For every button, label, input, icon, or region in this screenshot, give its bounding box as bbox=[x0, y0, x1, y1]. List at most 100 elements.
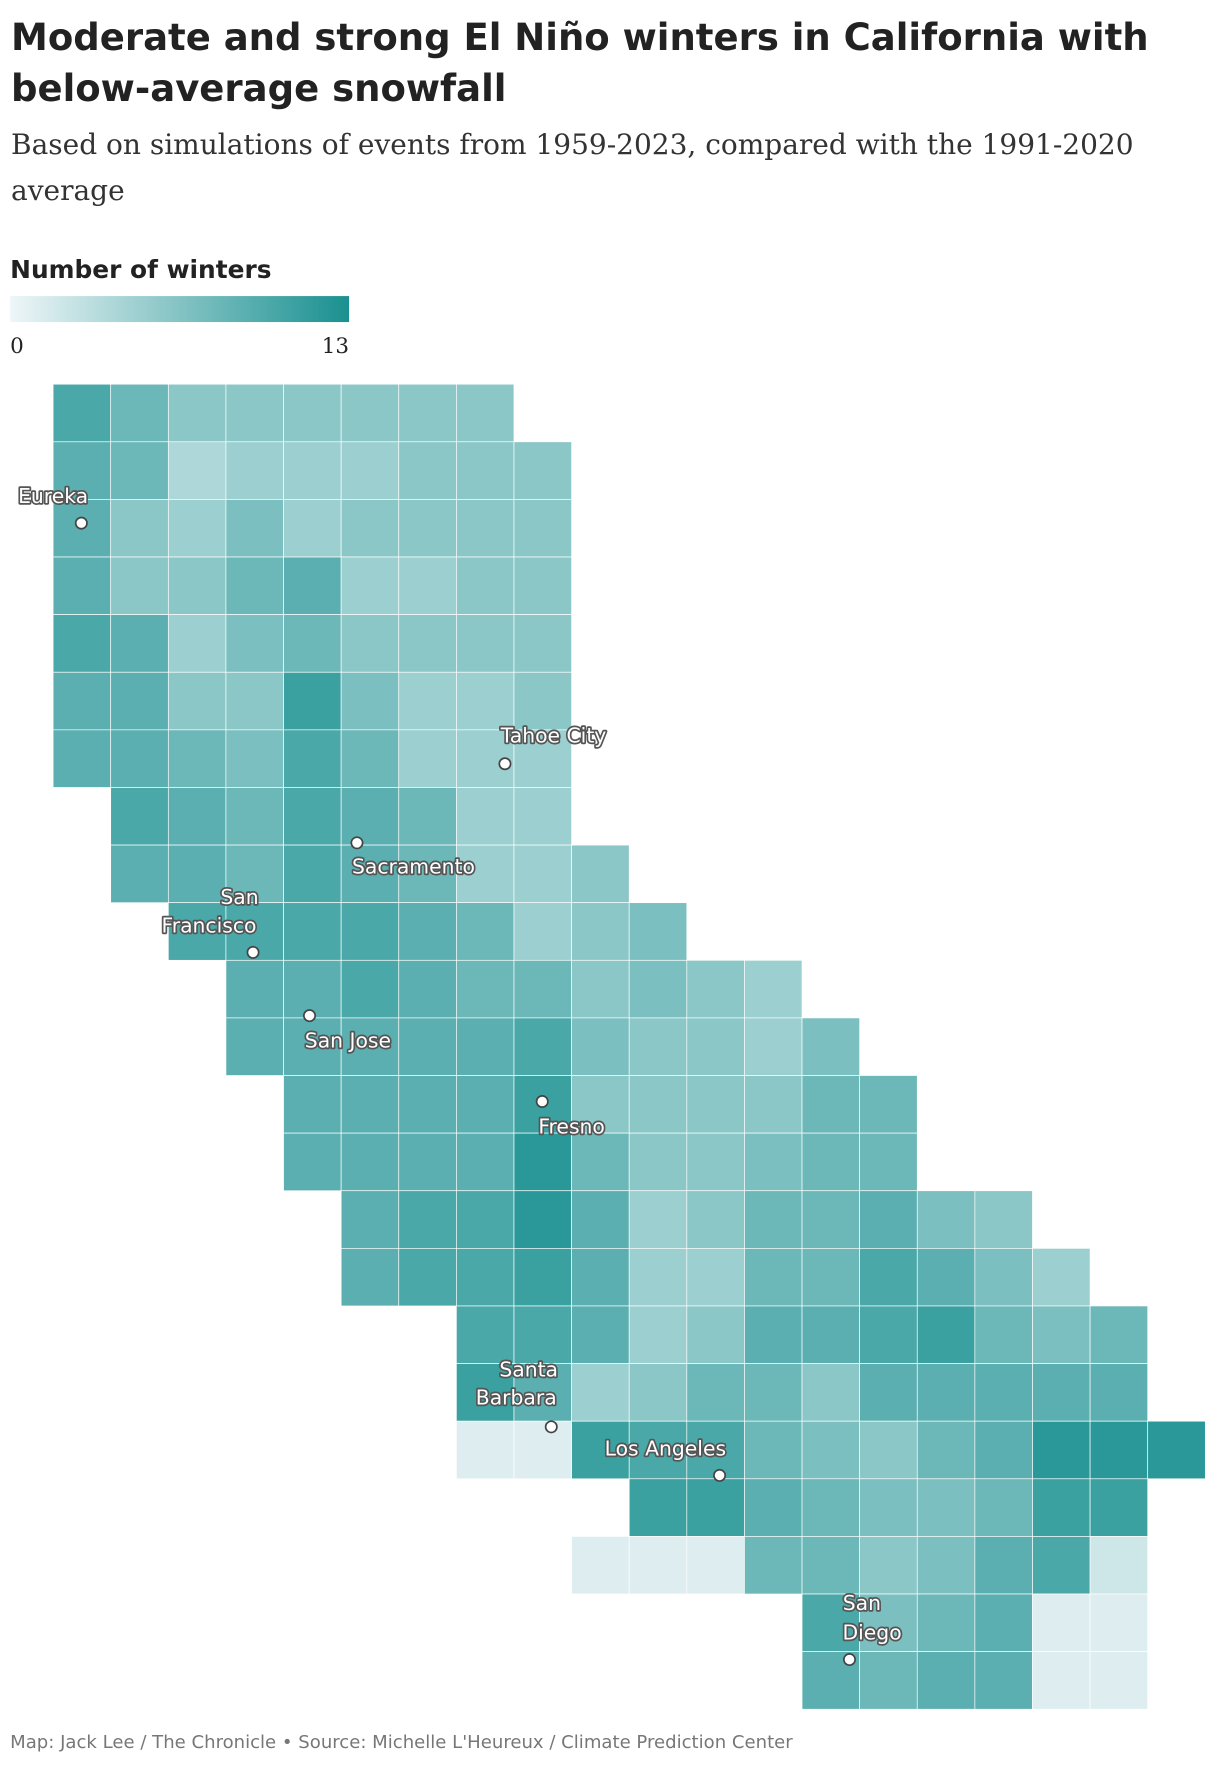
legend-title: Number of winters bbox=[10, 255, 271, 284]
grid-cell bbox=[1089, 1305, 1149, 1364]
grid-cell bbox=[340, 902, 400, 961]
grid-cell bbox=[110, 787, 169, 846]
grid-cell bbox=[571, 1248, 630, 1307]
grid-cell bbox=[456, 1248, 515, 1307]
grid-cell bbox=[167, 902, 227, 961]
city-label: Barbara bbox=[476, 1386, 557, 1410]
grid-cell bbox=[398, 729, 457, 788]
grid-cell bbox=[513, 787, 572, 846]
grid-cell bbox=[916, 1305, 976, 1364]
grid-cell bbox=[398, 1017, 457, 1076]
grid-cell bbox=[628, 1017, 688, 1076]
grid-cell bbox=[167, 383, 227, 443]
grid-cell bbox=[513, 1132, 572, 1192]
grid-cell bbox=[398, 1132, 457, 1192]
grid-cell bbox=[916, 1363, 976, 1422]
grid-cell bbox=[398, 959, 457, 1019]
city-dot bbox=[350, 836, 364, 850]
grid-cell bbox=[686, 1132, 745, 1192]
grid-cell bbox=[398, 556, 457, 615]
grid-cell bbox=[167, 671, 227, 731]
grid-cell bbox=[628, 1305, 688, 1364]
grid-cell bbox=[571, 1305, 630, 1364]
grid-cell bbox=[52, 729, 112, 788]
grid-cell bbox=[974, 1536, 1033, 1595]
grid-cell bbox=[283, 1132, 342, 1192]
grid-cell bbox=[110, 499, 169, 558]
grid-cell bbox=[571, 1190, 630, 1249]
grid-cell bbox=[628, 1536, 688, 1595]
grid-cell bbox=[340, 1190, 400, 1249]
grid-cell bbox=[456, 1132, 515, 1192]
grid-cell bbox=[1089, 1478, 1149, 1537]
city-label: Sacramento bbox=[352, 855, 475, 879]
city-dot bbox=[842, 1653, 856, 1667]
city-dot bbox=[74, 516, 88, 530]
grid-cell bbox=[398, 1248, 457, 1307]
grid-cell bbox=[628, 902, 688, 961]
grid-cell bbox=[513, 1363, 572, 1422]
grid-cell bbox=[110, 383, 169, 443]
grid-cell bbox=[1147, 1420, 1206, 1480]
grid-cell bbox=[744, 1075, 803, 1134]
grid-cell bbox=[513, 1248, 572, 1307]
grid-cell bbox=[283, 787, 342, 846]
legend-max: 13 bbox=[322, 334, 349, 359]
grid-cell bbox=[974, 1363, 1033, 1422]
grid-cell bbox=[283, 614, 342, 673]
grid-cell bbox=[283, 902, 342, 961]
grid-cell bbox=[859, 1651, 918, 1710]
grid-cell bbox=[1089, 1536, 1149, 1595]
grid-cell bbox=[513, 556, 572, 615]
grid-cell bbox=[283, 441, 342, 500]
grid-cell bbox=[398, 499, 457, 558]
grid-cell bbox=[398, 441, 457, 500]
grid-cell bbox=[974, 1190, 1033, 1249]
city-label: Los Angeles bbox=[605, 1436, 726, 1460]
grid-cell bbox=[974, 1651, 1033, 1710]
grid-cell bbox=[859, 1536, 918, 1595]
grid-cell bbox=[283, 844, 342, 904]
grid-cell bbox=[744, 1478, 803, 1537]
grid-cell bbox=[859, 1478, 918, 1537]
legend-bar bbox=[10, 296, 350, 323]
city-label: Eureka bbox=[18, 484, 88, 508]
grid-cell bbox=[744, 959, 803, 1019]
grid-cell bbox=[513, 614, 572, 673]
grid-cell bbox=[744, 1305, 803, 1364]
title: Moderate and strong El Niño winters in C… bbox=[11, 16, 1149, 110]
grid-cell bbox=[1032, 1305, 1091, 1364]
grid-cell bbox=[801, 1132, 860, 1192]
grid-cell bbox=[110, 844, 169, 904]
grid-cell bbox=[283, 729, 342, 788]
grid-cell bbox=[513, 1017, 572, 1076]
grid-cell bbox=[916, 1651, 976, 1710]
grid-cell bbox=[571, 959, 630, 1019]
grid-cell bbox=[52, 383, 112, 443]
grid-cell bbox=[744, 1363, 803, 1422]
grid-cell bbox=[628, 1248, 688, 1307]
grid-cell bbox=[398, 614, 457, 673]
grid-cell bbox=[801, 1190, 860, 1249]
grid-cell bbox=[225, 959, 284, 1019]
grid-cell bbox=[225, 787, 284, 846]
grid-cell bbox=[167, 614, 227, 673]
grid-cell bbox=[340, 729, 400, 788]
grid-cell bbox=[1032, 1536, 1091, 1595]
grid-cell bbox=[456, 499, 515, 558]
grid-cell bbox=[571, 902, 630, 961]
grid-cell bbox=[801, 1536, 860, 1595]
grid-cell bbox=[283, 556, 342, 615]
grid-cell bbox=[628, 1363, 688, 1422]
grid-cell bbox=[801, 1305, 860, 1364]
grid-cell bbox=[686, 1363, 745, 1422]
grid-cell bbox=[744, 1536, 803, 1595]
grid-cell bbox=[744, 1248, 803, 1307]
city-label: Francisco bbox=[162, 913, 257, 937]
city-dot bbox=[303, 1009, 317, 1023]
grid-cell bbox=[859, 1075, 918, 1134]
grid-cell bbox=[225, 383, 284, 443]
city-label: Tahoe City bbox=[500, 724, 607, 748]
